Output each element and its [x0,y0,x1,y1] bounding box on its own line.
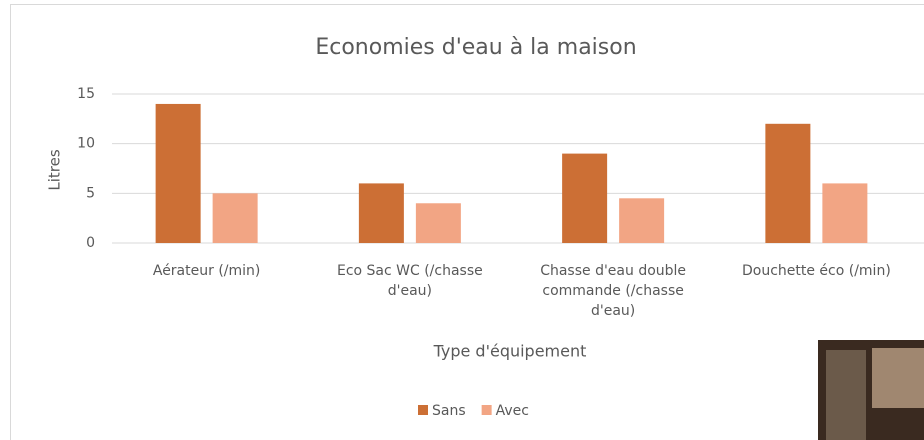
y-tick-label: 15 [77,86,95,102]
bar [822,183,867,243]
x-tick-label: Douchette éco (/min) [721,261,911,281]
bar [156,104,201,243]
chart: Economies d'eau à la maison Litres Type … [0,0,924,440]
y-tick-label: 5 [86,185,95,201]
legend-label: Avec [496,403,529,419]
bar [359,183,404,243]
legend-swatch [418,405,428,415]
bar [765,124,810,243]
bar [619,198,664,243]
chart-title: Economies d'eau à la maison [315,35,636,60]
x-tick-label: Eco Sac WC (/chasse d'eau) [315,261,505,301]
y-axis-title: Litres [46,149,64,190]
x-tick-label: Chasse d'eau double commande (/chasse d'… [518,261,708,321]
bar [416,203,461,243]
y-tick-label: 0 [86,235,95,251]
page: {"chart_data": {"type": "bar", "title": … [0,0,924,440]
x-axis-title: Type d'équipement [433,342,587,361]
legend-swatch [482,405,492,415]
x-tick-label: Aérateur (/min) [112,261,302,281]
y-tick-label: 10 [77,136,95,152]
bar [562,154,607,243]
bar [213,193,258,243]
photo-thumbnail [818,340,924,440]
legend-label: Sans [432,403,466,419]
